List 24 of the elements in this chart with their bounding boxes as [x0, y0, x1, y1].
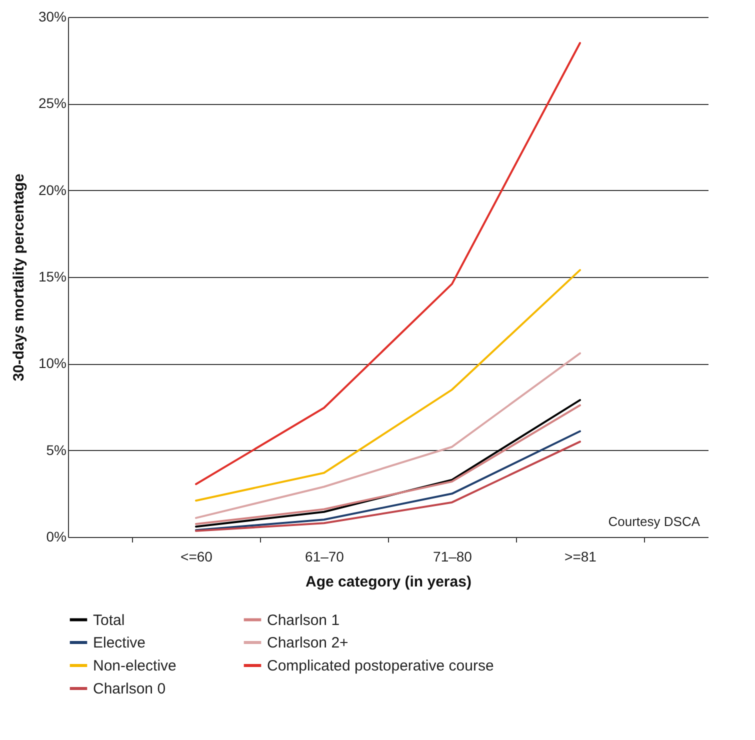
legend-label: Charlson 0 — [93, 680, 166, 698]
y-axis-title: 30-days mortality percentage — [10, 174, 28, 382]
y-tick-label: 5% — [46, 442, 66, 458]
x-tick-label: <=60 — [180, 548, 213, 564]
y-tick-label: 25% — [38, 95, 66, 112]
annotation: Courtesy DSCA — [608, 514, 700, 529]
legend-label: Total — [93, 612, 125, 629]
legend-label: Complicated postoperative course — [267, 658, 494, 674]
legend-label: Non-elective — [93, 658, 176, 674]
legend-label: Charlson 2+ — [267, 634, 349, 652]
y-tick-label: 15% — [38, 268, 66, 284]
y-tick-label: 20% — [38, 182, 66, 198]
x-tick-label: 71–80 — [433, 548, 472, 564]
y-tick-label: 30% — [38, 8, 66, 24]
y-tick-label: 0% — [46, 528, 66, 544]
line-series — [195, 352, 581, 519]
line-series — [195, 42, 581, 486]
legend-label: Elective — [93, 634, 146, 652]
y-tick-label: 10% — [38, 355, 66, 372]
x-axis-title: Age category (in yeras) — [306, 574, 472, 590]
x-tick-label: >=81 — [564, 548, 597, 564]
legend-label: Charlson 1 — [267, 612, 340, 629]
line-series — [195, 269, 581, 502]
x-tick-label: 61–70 — [305, 548, 344, 564]
